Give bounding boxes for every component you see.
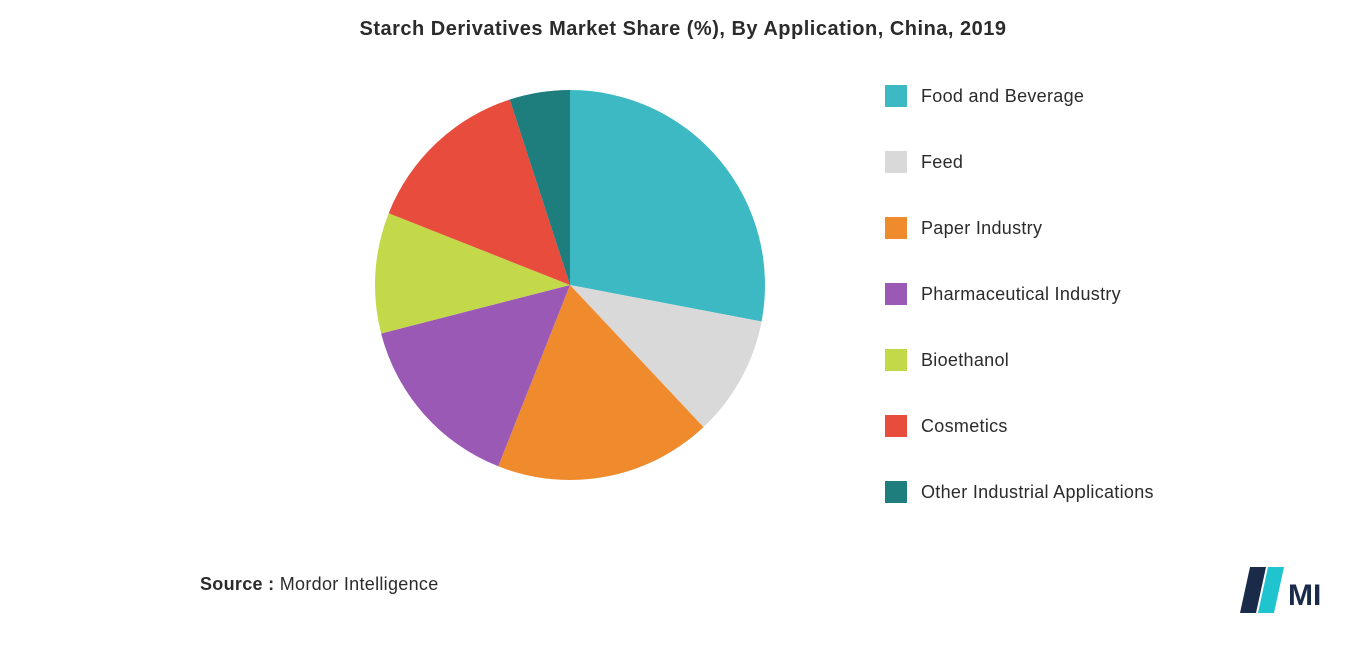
pie-slice	[570, 90, 765, 322]
brand-logo: MI	[1240, 565, 1326, 615]
legend-swatch	[885, 349, 907, 371]
legend-label: Other Industrial Applications	[921, 482, 1154, 503]
legend-item: Cosmetics	[885, 415, 1154, 437]
legend-swatch	[885, 85, 907, 107]
legend-swatch	[885, 283, 907, 305]
chart-title: Starch Derivatives Market Share (%), By …	[0, 18, 1366, 41]
legend-label: Feed	[921, 152, 963, 173]
legend-item: Pharmaceutical Industry	[885, 283, 1154, 305]
source-label: Source :	[200, 574, 274, 594]
legend-item: Food and Beverage	[885, 85, 1154, 107]
pie-chart	[370, 85, 770, 485]
source-value: Mordor Intelligence	[280, 574, 439, 594]
legend-item: Other Industrial Applications	[885, 481, 1154, 503]
legend-item: Paper Industry	[885, 217, 1154, 239]
legend-swatch	[885, 481, 907, 503]
legend-label: Paper Industry	[921, 218, 1042, 239]
legend-item: Bioethanol	[885, 349, 1154, 371]
logo-text: MI	[1288, 579, 1321, 612]
legend-label: Pharmaceutical Industry	[921, 284, 1121, 305]
legend-label: Food and Beverage	[921, 86, 1084, 107]
brand-logo-svg: MI	[1240, 565, 1326, 615]
legend-swatch	[885, 415, 907, 437]
legend-item: Feed	[885, 151, 1154, 173]
legend-swatch	[885, 217, 907, 239]
legend: Food and Beverage Feed Paper Industry Pharm…	[885, 85, 1154, 503]
legend-label: Bioethanol	[921, 350, 1009, 371]
legend-swatch	[885, 151, 907, 173]
pie-svg	[370, 85, 770, 485]
source-line: Source : Mordor Intelligence	[200, 574, 439, 595]
legend-label: Cosmetics	[921, 416, 1008, 437]
